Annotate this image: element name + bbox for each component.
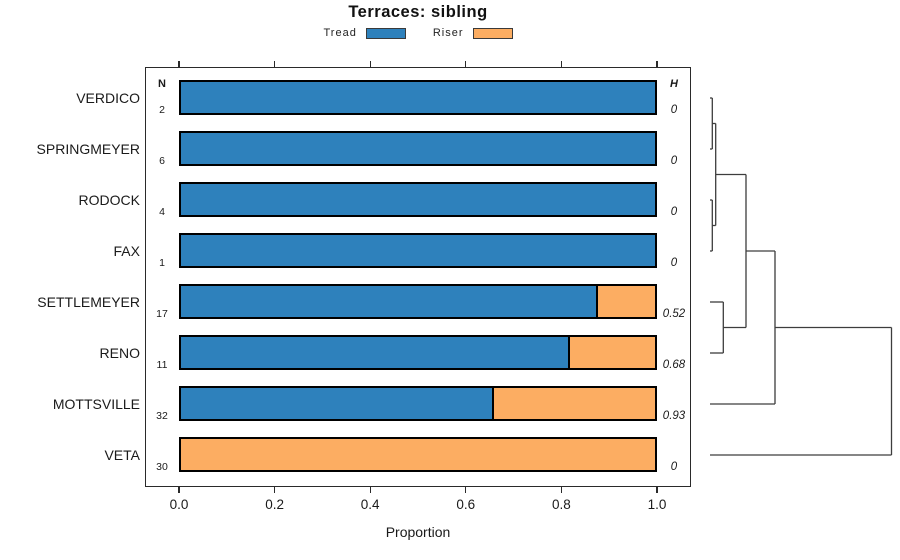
bar-settlemeyer <box>179 284 657 319</box>
n-column-header: N <box>158 78 166 90</box>
x-tick-bottom-0.8 <box>560 487 563 493</box>
h-value-mottsville: 0.93 <box>662 410 686 422</box>
bar-springmeyer <box>179 131 657 166</box>
h-value-veta: 0 <box>670 461 678 473</box>
x-tick-bottom-0.6 <box>465 487 467 493</box>
bar-segment-tread-mottsville <box>181 388 494 419</box>
bar-fax <box>179 233 657 268</box>
bar-rodock <box>179 182 657 217</box>
x-tick-label-0.2: 0.2 <box>265 497 284 512</box>
h-value-fax: 0 <box>670 257 678 269</box>
h-value-reno: 0.68 <box>662 359 686 371</box>
x-tick-bottom-0.0 <box>178 487 180 493</box>
x-tick-label-0.4: 0.4 <box>360 497 380 512</box>
n-value-settlemeyer: 17 <box>156 308 168 320</box>
x-tick-bottom-0.4 <box>369 487 371 493</box>
n-value-springmeyer: 6 <box>159 155 165 167</box>
x-tick-top-0.0 <box>178 61 180 67</box>
bar-segment-riser-veta <box>181 439 655 470</box>
legend-label-riser: Riser <box>432 27 464 39</box>
bar-mottsville <box>179 386 657 421</box>
bar-segment-tread-verdico <box>181 82 655 113</box>
bar-segment-tread-rodock <box>181 184 655 215</box>
row-label-verdico: VERDICO <box>76 90 140 106</box>
row-label-rodock: RODOCK <box>78 192 140 208</box>
x-tick-top-0.6 <box>465 61 467 67</box>
n-value-fax: 1 <box>159 257 165 269</box>
legend-label-tread: Tread <box>323 27 357 39</box>
h-value-rodock: 0 <box>670 206 678 218</box>
bar-segment-riser-reno <box>569 337 655 368</box>
row-label-reno: RENO <box>99 345 140 361</box>
x-tick-top-1.0 <box>656 61 658 67</box>
x-tick-top-0.2 <box>273 61 276 67</box>
x-tick-top-0.4 <box>369 61 371 67</box>
row-label-settlemeyer: SETTLEMEYER <box>37 294 140 310</box>
bar-reno <box>179 335 657 370</box>
n-value-rodock: 4 <box>159 206 165 218</box>
x-tick-bottom-1.0 <box>656 487 658 493</box>
x-tick-label-0.6: 0.6 <box>456 497 476 512</box>
plot-area <box>145 67 691 487</box>
h-value-springmeyer: 0 <box>670 155 678 167</box>
x-tick-label-0.0: 0.0 <box>169 497 189 512</box>
row-label-mottsville: MOTTSVILLE <box>52 396 140 412</box>
chart-title: Terraces: sibling <box>348 3 488 21</box>
legend: Tread Riser <box>145 25 691 41</box>
h-value-settlemeyer: 0.52 <box>662 308 686 320</box>
x-tick-label-0.8: 0.8 <box>552 497 571 512</box>
bar-segment-tread-reno <box>181 337 570 368</box>
x-tick-bottom-0.2 <box>273 487 276 493</box>
n-value-verdico: 2 <box>159 104 165 116</box>
bar-segment-tread-springmeyer <box>181 133 655 164</box>
bar-verdico <box>179 80 657 115</box>
row-label-veta: VETA <box>104 447 140 463</box>
bar-veta <box>179 437 657 472</box>
legend-swatch-tread <box>365 27 406 39</box>
x-tick-label-1.0: 1.0 <box>647 497 667 512</box>
n-value-veta: 30 <box>156 461 168 473</box>
bar-segment-tread-settlemeyer <box>181 286 599 317</box>
legend-swatch-riser <box>472 27 513 39</box>
row-label-springmeyer: SPRINGMEYER <box>36 141 140 157</box>
x-axis-title: Proportion <box>385 524 451 540</box>
x-tick-top-0.8 <box>560 61 563 67</box>
h-column-header: H <box>670 78 678 90</box>
n-value-reno: 11 <box>156 359 168 371</box>
bar-segment-tread-fax <box>181 235 655 266</box>
h-value-verdico: 0 <box>670 104 678 116</box>
bar-segment-riser-settlemeyer <box>598 286 655 317</box>
n-value-mottsville: 32 <box>156 410 168 422</box>
row-label-fax: FAX <box>113 243 140 259</box>
bar-segment-riser-mottsville <box>493 388 655 419</box>
